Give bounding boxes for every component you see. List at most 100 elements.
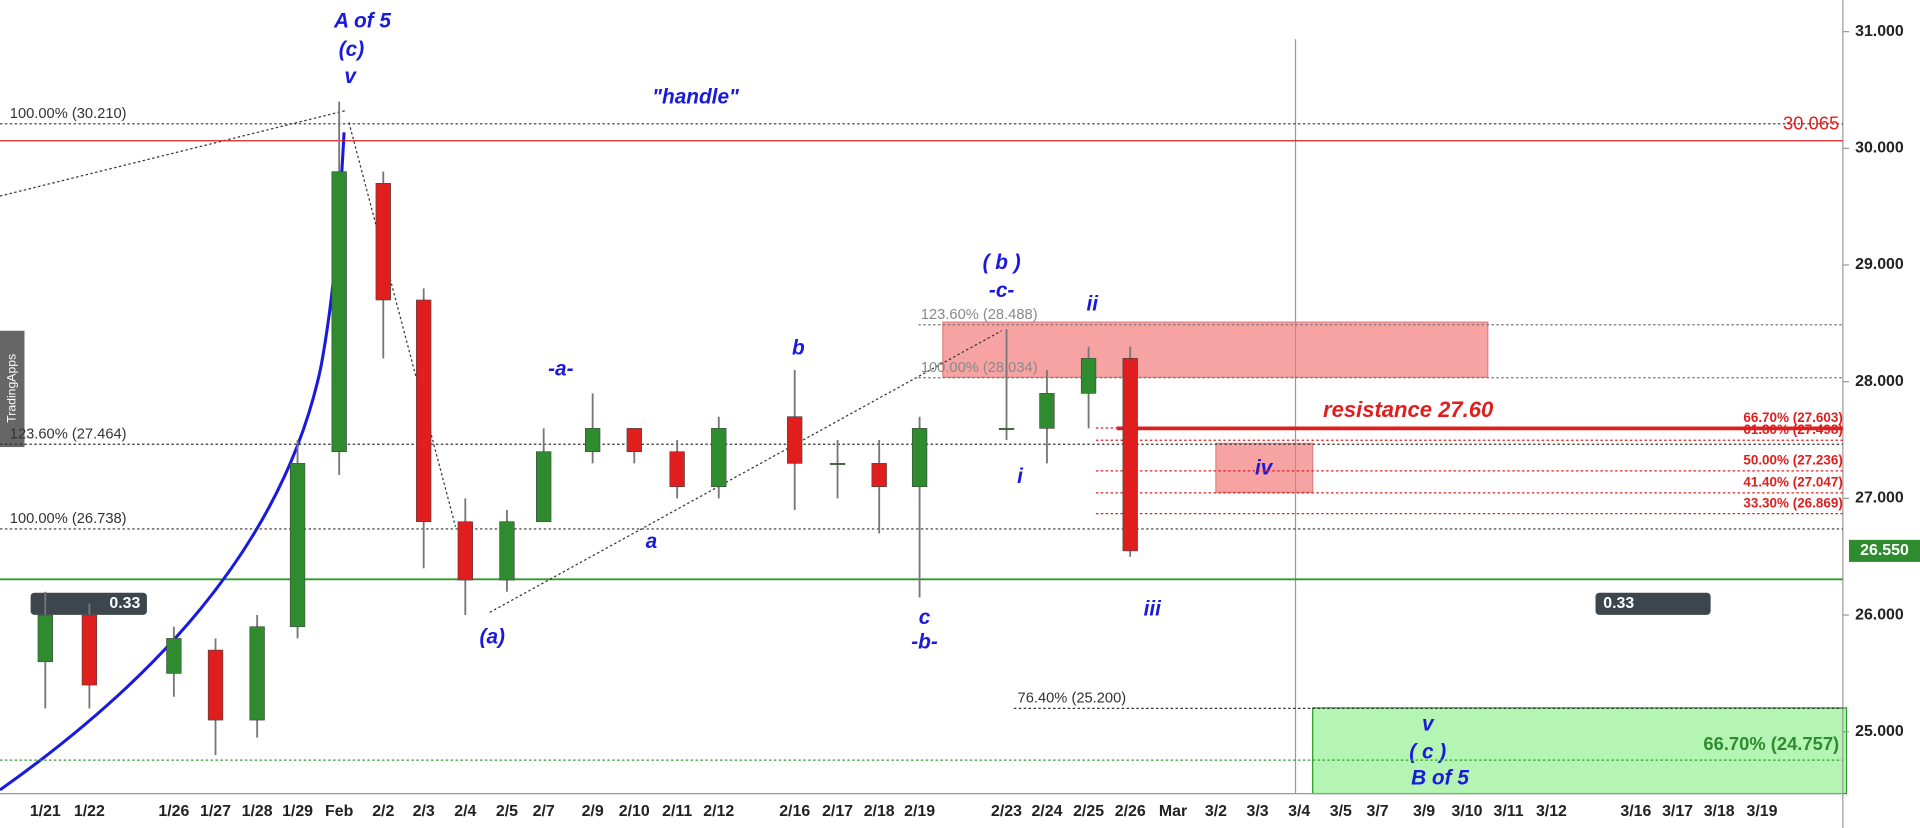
x-tick-label: 3/4 <box>1288 803 1310 820</box>
x-tick-label: 3/2 <box>1205 803 1227 820</box>
y-tick-label: 30.000 <box>1855 140 1904 157</box>
watermark-box <box>0 330 25 448</box>
badge-label: 0.33 <box>109 595 140 612</box>
wave-labels: A of 5 (c) v "handle" -a- a (a) b ( b ) … <box>333 10 1469 790</box>
wave-label: ( b ) <box>983 251 1021 274</box>
candle-body <box>375 183 391 301</box>
y-tick-label: 25.000 <box>1855 723 1904 740</box>
candle-body <box>249 626 265 721</box>
y-tick-label: 31.000 <box>1855 23 1904 40</box>
level-label: 41.40% (27.047) <box>1743 475 1842 490</box>
wave-label: (a) <box>480 626 505 649</box>
candle-body <box>787 416 803 464</box>
candle-body <box>289 463 306 628</box>
candle-body <box>331 171 347 453</box>
wave-label: c <box>919 606 931 629</box>
level-label: 123.60% (28.488) <box>921 307 1038 323</box>
candle-body <box>166 638 182 674</box>
x-tick-label: 1/28 <box>242 803 273 820</box>
wave-label: A of 5 <box>333 10 391 33</box>
trend-line <box>489 330 1002 613</box>
candle-body <box>81 614 98 686</box>
y-tick-label: 27.000 <box>1855 490 1904 507</box>
x-tick-label: 2/26 <box>1115 803 1146 820</box>
candle-body <box>1080 358 1097 394</box>
level-label: 123.60% (27.464) <box>10 426 127 442</box>
wave-label: v <box>344 65 357 88</box>
level-label: 30.065 <box>1783 113 1839 134</box>
level-label: 66.70% (24.757) <box>1703 733 1839 754</box>
wave-label: (c) <box>339 38 364 61</box>
x-tick-label: 2/17 <box>822 803 853 820</box>
x-tick-label: 3/7 <box>1366 803 1388 820</box>
resistance-zone <box>942 321 1489 378</box>
wave-label: B of 5 <box>1411 766 1469 789</box>
x-tick-label: 2/2 <box>372 803 394 820</box>
wave-label: -c- <box>989 279 1014 302</box>
x-tick-label: 2/7 <box>533 803 555 820</box>
watermark: TradingApps <box>4 354 18 423</box>
x-tick-label: 2/16 <box>779 803 810 820</box>
x-tick-label: 2/23 <box>991 803 1022 820</box>
x-tick-label: 2/18 <box>864 803 895 820</box>
trend-line <box>0 109 347 197</box>
x-tick-label: 2/3 <box>413 803 435 820</box>
x-tick-label: 3/10 <box>1451 803 1482 820</box>
x-tick-label: 2/24 <box>1031 803 1062 820</box>
candle-body <box>536 451 552 523</box>
wave-label: iii <box>1144 597 1163 620</box>
last-price-badge <box>1848 539 1920 562</box>
trend-line <box>348 122 457 527</box>
level-label: resistance 27.60 <box>1323 397 1494 422</box>
candle-body <box>711 428 727 488</box>
candle-body <box>669 451 685 488</box>
badge <box>1595 592 1711 615</box>
x-tick-label: 2/10 <box>619 803 650 820</box>
x-tick-label: 2/5 <box>496 803 518 820</box>
candle-body <box>416 299 432 523</box>
wave-label: b <box>792 337 805 360</box>
x-tick-label: 3/5 <box>1330 803 1352 820</box>
support-zone <box>1312 707 1848 795</box>
candle-body <box>1039 393 1055 429</box>
wave-label: iv <box>1255 457 1274 480</box>
x-tick-label: 3/17 <box>1662 803 1693 820</box>
wave-label: "handle" <box>652 86 740 109</box>
candle-body <box>499 521 515 581</box>
x-tick-label: 2/9 <box>582 803 604 820</box>
x-tick-label: 2/19 <box>904 803 935 820</box>
candle-body <box>911 428 928 488</box>
level-label: 33.30% (26.869) <box>1743 495 1842 510</box>
y-tick-label: 26.000 <box>1855 606 1904 623</box>
level-label: 76.40% (25.200) <box>1018 690 1127 706</box>
wave-label: ( c ) <box>1409 741 1446 764</box>
x-tick-label: 2/11 <box>662 803 692 820</box>
x-tick-label: 2/12 <box>703 803 734 820</box>
x-tick-label: 3/19 <box>1747 803 1778 820</box>
wave-label: i <box>1017 465 1024 488</box>
x-tick-label: 3/11 <box>1494 803 1524 820</box>
x-tick-label: 2/4 <box>454 803 476 820</box>
x-tick-label: 1/26 <box>158 803 189 820</box>
candle-body <box>829 463 846 465</box>
x-tick-label: 3/16 <box>1620 803 1651 820</box>
candle-body <box>1122 358 1138 552</box>
x-tick-label: 1/27 <box>200 803 231 820</box>
x-tick-label: 3/3 <box>1246 803 1268 820</box>
wave-label: v <box>1422 713 1435 736</box>
plot-area: 0.33 0.33 TradingApps <box>0 39 1848 795</box>
level-label: 100.00% (28.034) <box>921 360 1038 376</box>
x-tick-label: 1/21 <box>30 803 61 820</box>
candle-body <box>207 649 224 721</box>
level-label: 100.00% (26.738) <box>10 511 127 527</box>
candle-body <box>871 463 887 488</box>
level-label: 66.70% (27.603) <box>1743 410 1842 425</box>
level-label: 50.00% (27.236) <box>1743 453 1842 468</box>
y-tick-label: 28.000 <box>1855 373 1904 390</box>
x-tick-label: Mar <box>1159 803 1187 820</box>
wave-label: ii <box>1086 293 1099 316</box>
x-tick-label: 1/29 <box>282 803 313 820</box>
